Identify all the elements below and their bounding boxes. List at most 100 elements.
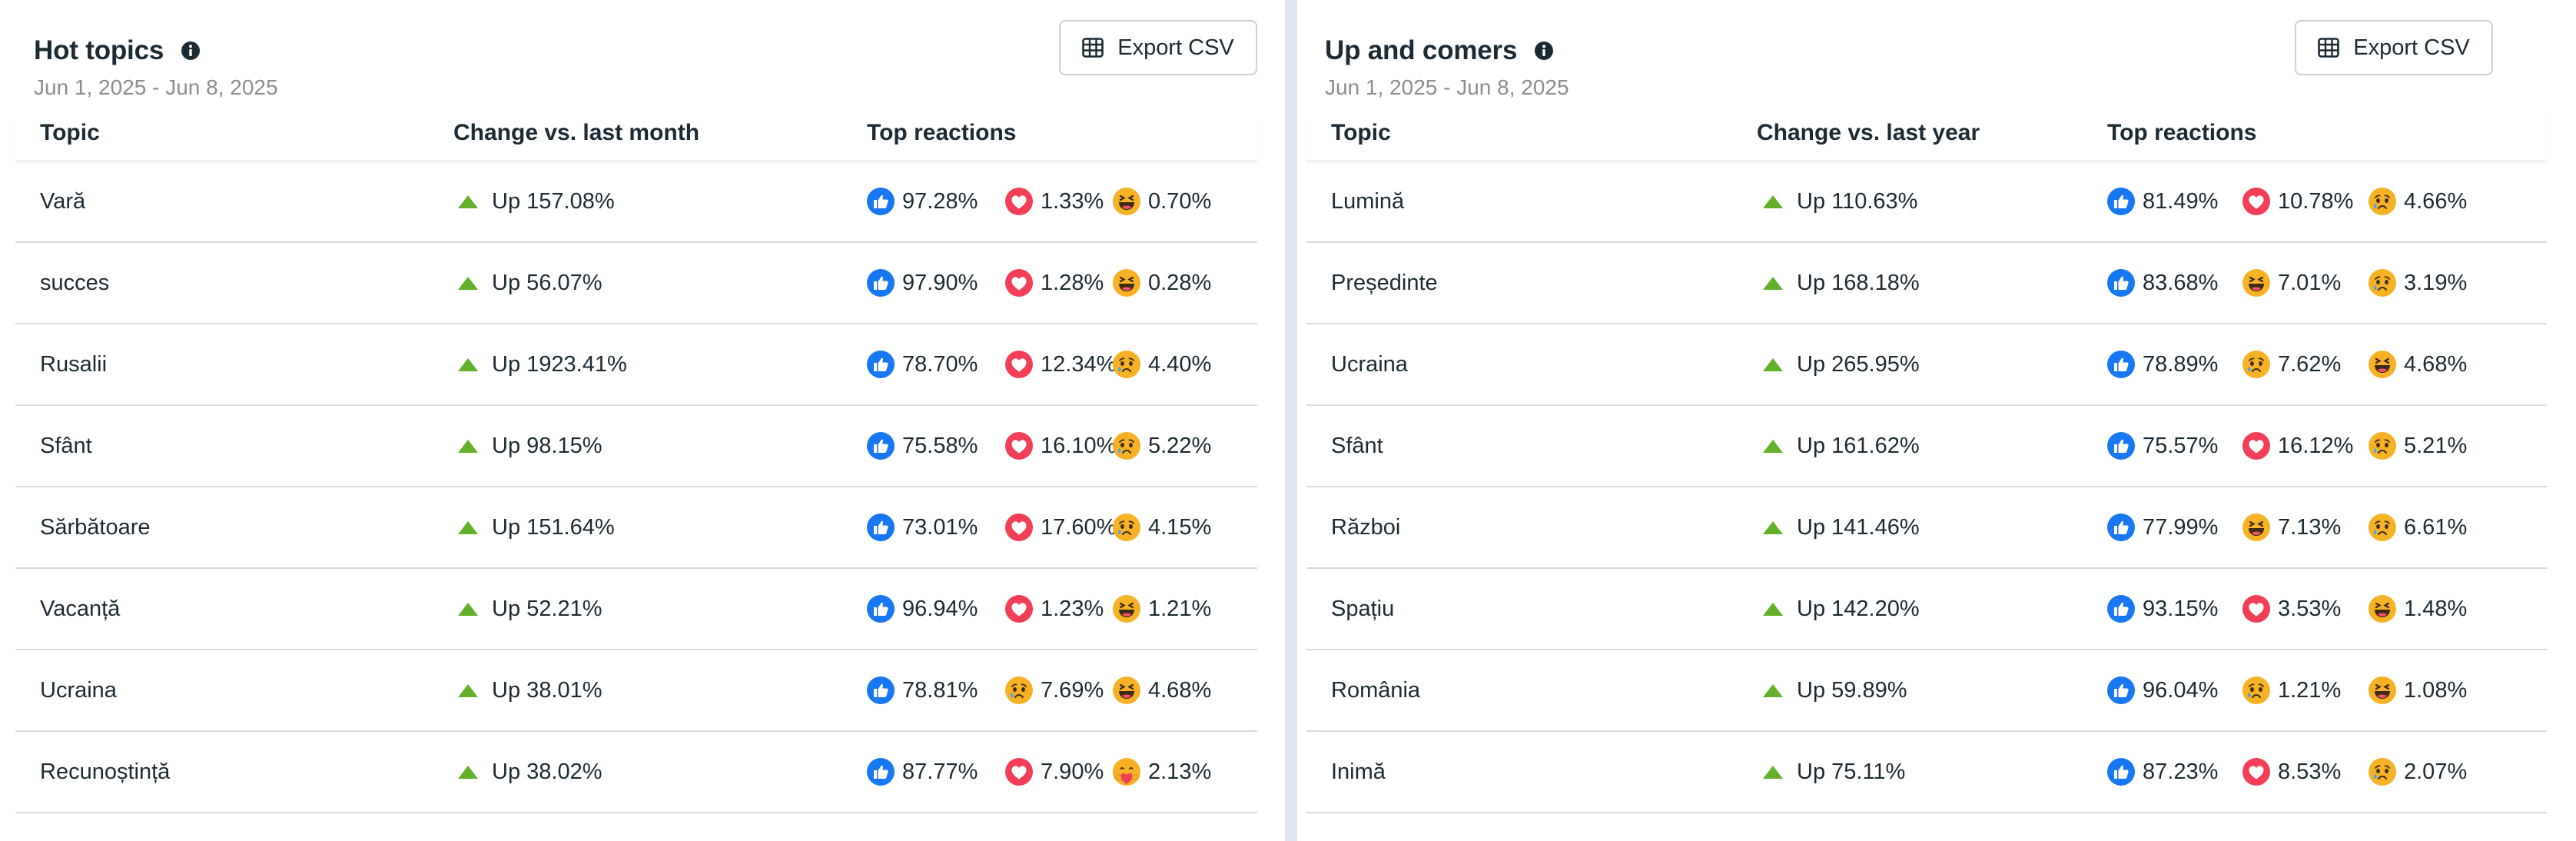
- like-icon: [2107, 188, 2135, 215]
- column-header-reactions[interactable]: Top reactions: [867, 120, 1017, 145]
- table-row[interactable]: Recunoștință Up 38.02% 87.77% 7.90% 2.13%: [15, 732, 1257, 813]
- reaction-percent: 10.78%: [2278, 188, 2354, 214]
- table-row[interactable]: Sărbătoare Up 151.64% 73.01% 17.60% 4.15%: [15, 487, 1257, 569]
- reaction-item: 4.66%: [2369, 161, 2467, 241]
- table-row[interactable]: Președinte Up 168.18% 83.68% 7.01% 3.19%: [1306, 243, 2547, 324]
- reaction-percent: 1.33%: [1041, 188, 1104, 214]
- reaction-percent: 4.66%: [2404, 188, 2468, 214]
- table-row[interactable]: Lumină Up 110.63% 81.49% 10.78% 4.66%: [1306, 161, 2547, 243]
- change-cell: Up 1923.41%: [452, 324, 627, 404]
- love-icon: [1005, 269, 1033, 297]
- like-icon: [2107, 758, 2135, 786]
- info-icon[interactable]: [1534, 41, 1554, 61]
- sad-icon: [1113, 514, 1140, 541]
- table-row[interactable]: Sfânt Up 161.62% 75.57% 16.12% 5.21%: [1306, 406, 2547, 487]
- table-row[interactable]: Rusalii Up 1923.41% 78.70% 12.34% 4.40%: [15, 324, 1257, 406]
- trend-up-icon: [1763, 439, 1783, 453]
- column-header-change[interactable]: Change vs. last year: [1757, 120, 1980, 145]
- like-icon: [2107, 595, 2135, 623]
- column-header-reactions[interactable]: Top reactions: [2107, 120, 2257, 145]
- change-cell: Up 151.64%: [452, 487, 615, 567]
- trend-up-icon: [458, 276, 478, 290]
- reaction-percent: 5.21%: [2404, 433, 2468, 458]
- haha-icon: [2242, 269, 2270, 297]
- reaction-percent: 73.01%: [902, 514, 978, 540]
- love-icon: [2242, 758, 2270, 786]
- reaction-percent: 7.90%: [1041, 759, 1104, 784]
- love-icon: [2242, 595, 2270, 623]
- reaction-item: 97.28%: [867, 161, 978, 241]
- table-row[interactable]: Spațiu Up 142.20% 93.15% 3.53% 1.48%: [1306, 569, 2547, 650]
- reaction-percent: 0.70%: [1148, 188, 1212, 214]
- table-row[interactable]: Ucraina Up 38.01% 78.81% 7.69% 4.68%: [15, 650, 1257, 732]
- reaction-item: 1.23%: [1005, 569, 1104, 649]
- topic-cell: Sărbătoare: [40, 514, 151, 540]
- export-csv-button[interactable]: Export CSV: [1059, 20, 1257, 75]
- table-icon: [2318, 38, 2340, 58]
- like-icon: [867, 269, 895, 297]
- haha-icon: [2242, 514, 2270, 541]
- trend-up-icon: [1763, 520, 1783, 534]
- reaction-item: 78.89%: [2107, 324, 2218, 404]
- care-icon: [1113, 758, 1140, 786]
- change-value: Up 98.15%: [492, 433, 603, 458]
- trend-up-icon: [458, 357, 478, 371]
- reaction-item: 6.61%: [2369, 487, 2467, 567]
- like-icon: [2107, 514, 2135, 541]
- sad-icon: [1113, 351, 1140, 378]
- info-icon[interactable]: [181, 41, 201, 61]
- table-row[interactable]: România Up 59.89% 96.04% 1.21% 1.08%: [1306, 650, 2547, 732]
- column-header-change[interactable]: Change vs. last month: [453, 120, 700, 145]
- topic-cell: România: [1331, 677, 1421, 703]
- change-cell: Up 161.62%: [1757, 406, 1920, 486]
- reaction-percent: 78.89%: [2143, 351, 2219, 377]
- sad-icon: [1113, 432, 1140, 460]
- change-cell: Up 56.07%: [452, 243, 603, 323]
- column-header-topic[interactable]: Topic: [40, 120, 100, 145]
- reaction-item: 4.40%: [1113, 324, 1211, 404]
- reaction-percent: 3.19%: [2404, 270, 2468, 295]
- sad-icon: [2369, 269, 2396, 297]
- sad-icon: [2369, 432, 2396, 460]
- export-csv-label: Export CSV: [1117, 35, 1234, 60]
- table-row[interactable]: Sfânt Up 98.15% 75.58% 16.10% 5.22%: [15, 406, 1257, 487]
- up-and-comers-panel: Up and comers Jun 1, 2025 - Jun 8, 2025 …: [1297, 0, 2576, 841]
- panel-title: Hot topics: [34, 35, 164, 65]
- change-cell: Up 98.15%: [452, 406, 603, 486]
- change-value: Up 265.95%: [1797, 351, 1920, 377]
- reaction-item: 87.23%: [2107, 732, 2218, 812]
- reaction-item: 4.68%: [1113, 650, 1211, 730]
- table-row[interactable]: succes Up 56.07% 97.90% 1.28% 0.28%: [15, 243, 1257, 324]
- reaction-item: 78.81%: [867, 650, 978, 730]
- reaction-percent: 3.53%: [2278, 596, 2342, 621]
- table-row[interactable]: Vacanță Up 52.21% 96.94% 1.23% 1.21%: [15, 569, 1257, 650]
- reaction-item: 0.28%: [1113, 243, 1211, 323]
- topic-cell: Recunoștință: [40, 759, 171, 784]
- reaction-item: 7.01%: [2242, 243, 2341, 323]
- reaction-percent: 96.04%: [2143, 677, 2219, 703]
- like-icon: [867, 432, 895, 460]
- topic-cell: succes: [40, 270, 110, 295]
- reaction-item: 7.62%: [2242, 324, 2341, 404]
- haha-icon: [1113, 269, 1140, 297]
- column-header-topic[interactable]: Topic: [1331, 120, 1391, 145]
- table-row[interactable]: Război Up 141.46% 77.99% 7.13% 6.61%: [1306, 487, 2547, 569]
- table-row[interactable]: Inimă Up 75.11% 87.23% 8.53% 2.07%: [1306, 732, 2547, 813]
- reaction-item: 81.49%: [2107, 161, 2218, 241]
- export-csv-button[interactable]: Export CSV: [2295, 20, 2493, 75]
- table-row[interactable]: Vară Up 157.08% 97.28% 1.33% 0.70%: [15, 161, 1257, 243]
- table-body: Vară Up 157.08% 97.28% 1.33% 0.70% succes Up 5…: [15, 161, 1257, 813]
- reaction-item: 16.12%: [2242, 406, 2353, 486]
- reaction-percent: 87.77%: [902, 759, 978, 784]
- like-icon: [867, 595, 895, 623]
- reaction-item: 73.01%: [867, 487, 978, 567]
- change-cell: Up 141.46%: [1757, 487, 1920, 567]
- topic-cell: Lumină: [1331, 188, 1405, 214]
- reaction-item: 17.60%: [1005, 487, 1116, 567]
- reaction-percent: 1.28%: [1041, 270, 1104, 295]
- table-body: Lumină Up 110.63% 81.49% 10.78% 4.66% Președi…: [1306, 161, 2547, 813]
- reaction-percent: 1.23%: [1041, 596, 1104, 621]
- table-row[interactable]: Ucraina Up 265.95% 78.89% 7.62% 4.68%: [1306, 324, 2547, 406]
- reaction-item: 0.70%: [1113, 161, 1211, 241]
